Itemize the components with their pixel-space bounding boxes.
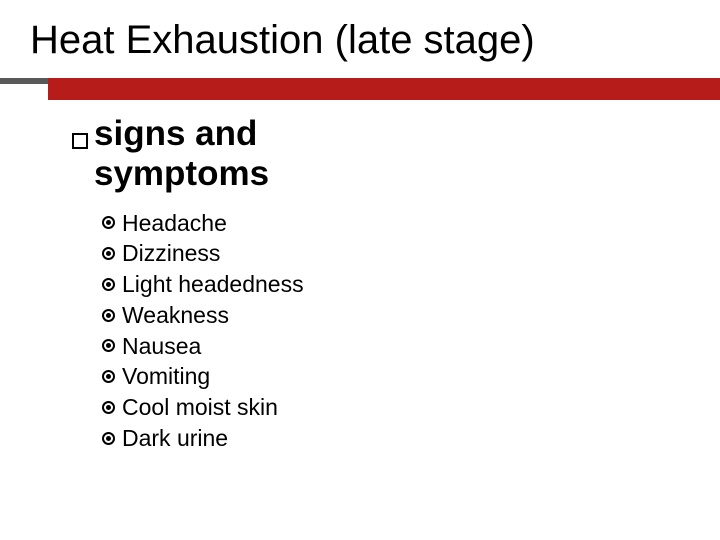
list-item: Dizziness <box>102 239 304 268</box>
symptom-text: Dark urine <box>122 424 228 453</box>
slide-title: Heat Exhaustion (late stage) <box>30 18 535 63</box>
list-item: Weakness <box>102 301 304 330</box>
list-item: Cool moist skin <box>102 393 304 422</box>
dot-bullet-icon <box>102 432 115 445</box>
title-rule-red <box>48 78 720 100</box>
list-item: Dark urine <box>102 424 304 453</box>
dot-bullet-icon <box>102 247 115 260</box>
symptom-list: Headache Dizziness Light headedness Weak… <box>102 209 304 453</box>
symptom-text: Cool moist skin <box>122 393 278 422</box>
dot-bullet-icon <box>102 339 115 352</box>
list-item: Vomiting <box>102 362 304 391</box>
list-item: Headache <box>102 209 304 238</box>
symptom-text: Dizziness <box>122 239 220 268</box>
dot-bullet-icon <box>102 216 115 229</box>
subheading: signs and symptoms <box>72 114 304 195</box>
symptom-text: Headache <box>122 209 227 238</box>
symptom-text: Nausea <box>122 332 201 361</box>
symptom-text: Weakness <box>122 301 229 330</box>
list-item: Light headedness <box>102 270 304 299</box>
symptom-text: Light headedness <box>122 270 304 299</box>
square-bullet-icon <box>72 133 88 149</box>
content-area: signs and symptoms Headache Dizziness Li… <box>72 114 304 455</box>
subheading-line2: symptoms <box>94 154 269 194</box>
dot-bullet-icon <box>102 309 115 322</box>
slide: Heat Exhaustion (late stage) signs and s… <box>0 0 720 540</box>
dot-bullet-icon <box>102 401 115 414</box>
dot-bullet-icon <box>102 278 115 291</box>
dot-bullet-icon <box>102 370 115 383</box>
list-item: Nausea <box>102 332 304 361</box>
subheading-text: signs and symptoms <box>94 114 269 195</box>
title-rule-grey <box>0 78 48 84</box>
symptom-text: Vomiting <box>122 362 210 391</box>
subheading-line1: signs and <box>94 114 269 154</box>
